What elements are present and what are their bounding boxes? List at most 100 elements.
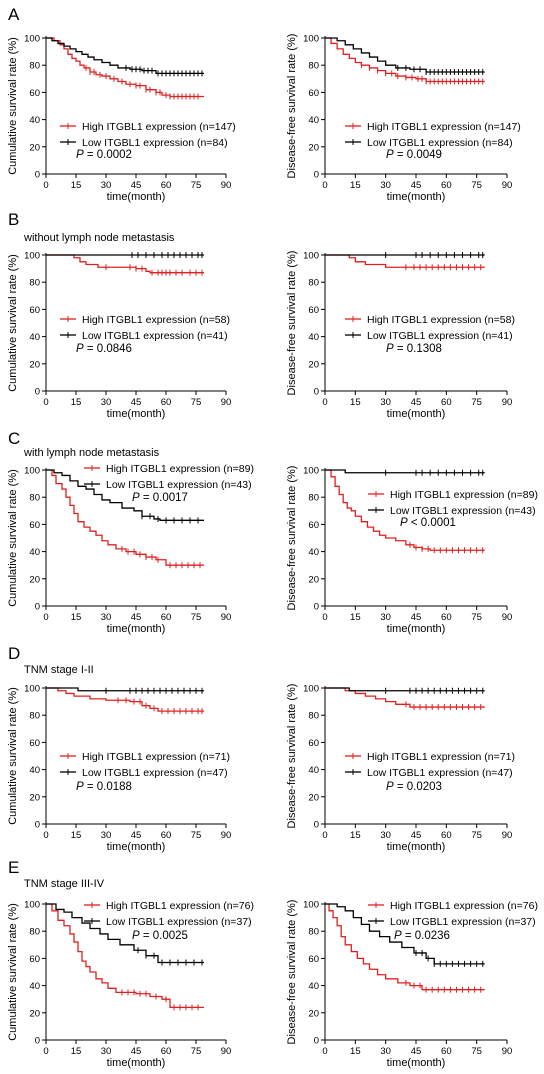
legend-label: High ITGBL1 expression (n=58) (367, 314, 515, 326)
x-tick-label: 45 (411, 180, 422, 191)
y-tick-label: 20 (29, 359, 40, 370)
p-symbol: P (76, 781, 84, 793)
series-line-low (325, 37, 485, 73)
x-tick-label: 75 (191, 180, 202, 191)
y-tick-label: 0 (35, 1036, 40, 1047)
series-line-high (46, 469, 204, 566)
x-tick-label: 75 (191, 1046, 202, 1057)
km-panel-1: 0 20 40 60 80 100 0 15 30 45 60 75 90 time(month) Dise… (286, 34, 521, 204)
x-tick-label: 75 (471, 397, 482, 408)
x-tick-label: 75 (191, 830, 202, 841)
legend-label: Low ITGBL1 expression (n=41) (367, 330, 513, 342)
series-line-high (46, 254, 204, 274)
x-axis-label: time(month) (387, 191, 446, 203)
x-tick-label: 45 (131, 830, 142, 841)
p-number: = 0.1308 (394, 343, 442, 355)
legend-label: Low ITGBL1 expression (n=43) (106, 479, 252, 491)
x-tick-label: 0 (43, 180, 48, 191)
y-tick-label: 20 (308, 359, 319, 370)
y-tick-label: 20 (29, 574, 40, 585)
y-tick-label: 60 (29, 88, 40, 99)
x-tick-label: 45 (411, 1046, 422, 1057)
x-tick-label: 0 (43, 397, 48, 408)
y-axis-label: Cumulative survival rate (%) (7, 469, 19, 607)
x-tick-label: 30 (101, 180, 112, 191)
legend-label: High ITGBL1 expression (n=89) (390, 489, 538, 501)
x-tick-label: 60 (161, 180, 172, 191)
y-tick-label: 40 (29, 981, 40, 992)
x-tick-label: 90 (221, 612, 232, 623)
x-tick-label: 15 (350, 397, 361, 408)
x-axis-label: time(month) (107, 191, 166, 203)
legend-label: Low ITGBL1 expression (n=47) (82, 767, 228, 779)
p-symbol: P (386, 149, 394, 161)
x-tick-label: 45 (131, 397, 142, 408)
y-tick-label: 40 (29, 332, 40, 343)
y-axis-label: Disease-free survival rate (%) (286, 684, 298, 829)
p-symbol: P (76, 149, 84, 161)
y-tick-label: 20 (308, 142, 319, 153)
y-tick-label: 20 (308, 1008, 319, 1019)
y-tick-label: 60 (308, 738, 319, 749)
y-tick-label: 40 (29, 547, 40, 558)
y-tick-label: 0 (314, 602, 319, 613)
panel-letter: C (8, 429, 20, 448)
y-tick-label: 80 (29, 61, 40, 72)
p-symbol: P (132, 930, 140, 942)
km-panel-5: 0 20 40 60 80 100 0 15 30 45 60 75 90 time(month) Dise… (286, 466, 538, 636)
x-tick-label: 30 (380, 612, 391, 623)
series-line-high (46, 687, 204, 712)
y-tick-label: 80 (308, 493, 319, 504)
p-value: P = 0.0236 (394, 930, 450, 942)
legend-label: Low ITGBL1 expression (n=84) (367, 137, 513, 149)
y-tick-label: 0 (35, 820, 40, 831)
y-tick-label: 60 (29, 305, 40, 316)
p-value: P = 0.0002 (76, 149, 132, 161)
y-tick-label: 60 (308, 305, 319, 316)
series-line-low (325, 469, 485, 474)
x-tick-label: 15 (71, 612, 82, 623)
p-value: P = 0.0025 (132, 930, 188, 942)
x-tick-label: 60 (161, 397, 172, 408)
x-tick-label: 60 (161, 1046, 172, 1057)
p-number: = 0.0203 (394, 781, 442, 793)
y-tick-label: 100 (303, 251, 319, 262)
series-line-high (325, 254, 485, 268)
y-axis-label: Cumulative survival rate (%) (7, 903, 19, 1041)
y-axis-label: Disease-free survival rate (%) (286, 900, 298, 1045)
y-tick-label: 100 (24, 684, 40, 695)
y-tick-label: 0 (314, 170, 319, 181)
x-tick-label: 30 (101, 830, 112, 841)
p-number: < 0.0001 (408, 517, 456, 529)
p-value: P = 0.0188 (76, 781, 132, 793)
x-tick-label: 90 (502, 1046, 513, 1057)
y-tick-label: 40 (29, 115, 40, 126)
legend-label: High ITGBL1 expression (n=147) (367, 121, 521, 133)
p-symbol: P (400, 517, 408, 529)
legend-label: Low ITGBL1 expression (n=47) (367, 767, 513, 779)
y-tick-label: 100 (303, 900, 319, 911)
y-axis-label: Cumulative survival rate (%) (7, 254, 19, 392)
x-tick-label: 45 (131, 1046, 142, 1057)
p-number: = 0.0188 (84, 781, 132, 793)
y-axis-label: Cumulative survival rate (%) (7, 37, 19, 175)
km-panel-9: 0 20 40 60 80 100 0 15 30 45 60 75 90 time(month) Dise… (286, 900, 538, 1070)
p-symbol: P (386, 343, 394, 355)
x-tick-label: 90 (502, 397, 513, 408)
y-axis-label: Disease-free survival rate (%) (286, 34, 298, 179)
legend-label: High ITGBL1 expression (n=147) (82, 121, 236, 133)
y-tick-label: 0 (314, 387, 319, 398)
series-line-low (46, 903, 204, 964)
y-tick-label: 100 (303, 684, 319, 695)
x-tick-label: 45 (131, 180, 142, 191)
x-tick-label: 30 (380, 397, 391, 408)
p-value: P = 0.0049 (386, 149, 442, 161)
x-tick-label: 30 (101, 397, 112, 408)
y-tick-label: 80 (308, 61, 319, 72)
p-number: = 0.0846 (84, 343, 132, 355)
legend-label: High ITGBL1 expression (n=71) (367, 751, 515, 763)
legend-label: Low ITGBL1 expression (n=43) (390, 505, 536, 517)
x-tick-label: 75 (471, 830, 482, 841)
y-tick-label: 80 (308, 278, 319, 289)
